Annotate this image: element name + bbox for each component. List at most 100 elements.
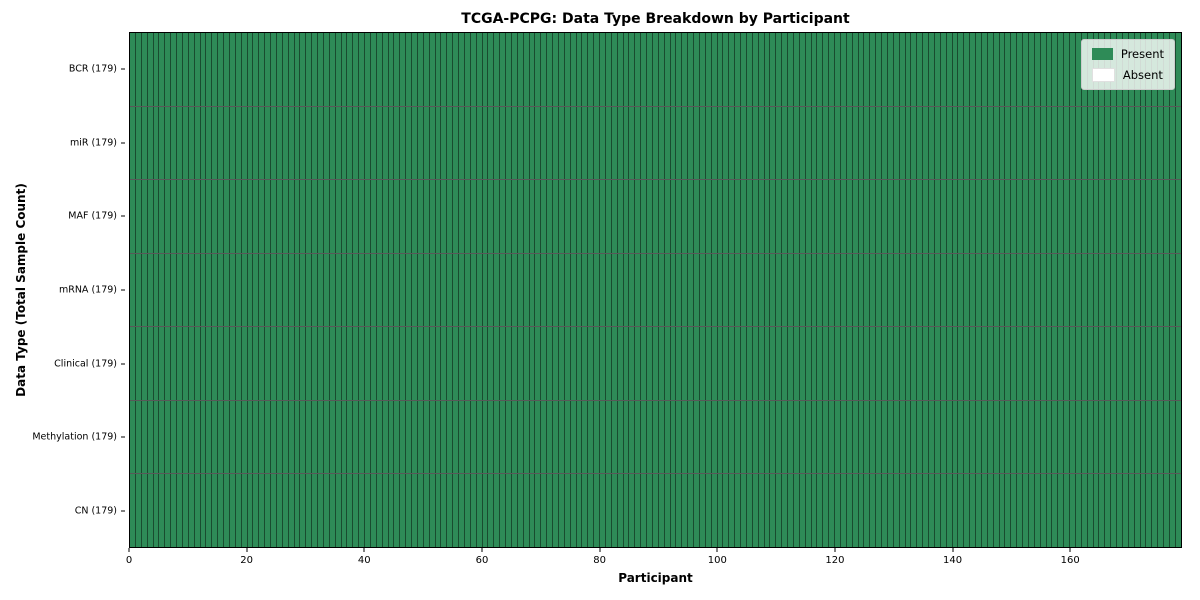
present-cell bbox=[281, 400, 288, 474]
present-cell bbox=[1116, 327, 1122, 400]
present-cell bbox=[563, 180, 570, 253]
present-cell bbox=[610, 327, 617, 400]
present-cell bbox=[839, 180, 846, 253]
present-cell bbox=[458, 474, 464, 548]
present-cell bbox=[839, 106, 846, 180]
present-cell bbox=[181, 180, 188, 253]
present-cell bbox=[910, 400, 917, 474]
present-cell bbox=[769, 33, 776, 106]
present-cell bbox=[886, 180, 893, 253]
present-cell bbox=[487, 400, 494, 474]
present-cell bbox=[428, 253, 435, 327]
present-cell bbox=[939, 33, 946, 106]
present-cell bbox=[922, 474, 928, 548]
present-cell bbox=[381, 106, 388, 180]
present-cell bbox=[787, 253, 793, 327]
present-cell bbox=[886, 474, 893, 548]
present-cell bbox=[557, 106, 564, 180]
present-cell bbox=[945, 474, 952, 548]
present-cell bbox=[358, 474, 364, 548]
present-cell bbox=[634, 474, 641, 548]
present-cell bbox=[875, 474, 881, 548]
present-cell bbox=[698, 400, 705, 474]
present-cell bbox=[751, 400, 758, 474]
present-cell bbox=[164, 106, 171, 180]
present-cell bbox=[1016, 253, 1022, 327]
present-cell bbox=[834, 33, 840, 106]
present-cell bbox=[487, 327, 494, 400]
present-cell bbox=[546, 106, 552, 180]
present-cell bbox=[428, 180, 435, 253]
present-cell bbox=[1080, 474, 1087, 548]
present-cell bbox=[158, 327, 165, 400]
present-cell bbox=[164, 253, 171, 327]
legend-label-absent: Absent bbox=[1122, 68, 1163, 82]
present-cell bbox=[593, 33, 599, 106]
present-cell bbox=[475, 474, 482, 548]
present-cell bbox=[816, 253, 823, 327]
present-cell bbox=[287, 400, 294, 474]
present-cell bbox=[493, 474, 500, 548]
present-cell bbox=[463, 400, 470, 474]
present-cell bbox=[287, 327, 294, 400]
present-cell bbox=[1027, 400, 1034, 474]
present-cell bbox=[839, 400, 846, 474]
present-cell bbox=[264, 180, 270, 253]
present-cell bbox=[904, 180, 911, 253]
present-cell bbox=[287, 106, 294, 180]
present-cell bbox=[569, 106, 576, 180]
present-cell bbox=[839, 253, 846, 327]
present-cell bbox=[481, 33, 488, 106]
present-cell bbox=[963, 327, 970, 400]
present-cell bbox=[587, 474, 594, 548]
present-cell bbox=[164, 33, 171, 106]
present-cell bbox=[804, 180, 811, 253]
present-cell bbox=[1145, 474, 1152, 548]
present-cell bbox=[675, 253, 682, 327]
present-cell bbox=[734, 400, 740, 474]
present-cell bbox=[463, 253, 470, 327]
present-cell bbox=[910, 106, 917, 180]
present-cell bbox=[810, 327, 817, 400]
present-cell bbox=[405, 327, 411, 400]
present-cell bbox=[552, 327, 558, 400]
y-tick-mark bbox=[121, 363, 125, 365]
present-cell bbox=[898, 400, 905, 474]
present-cell bbox=[681, 106, 688, 180]
present-cell bbox=[328, 253, 335, 327]
present-cell bbox=[311, 33, 317, 106]
present-cell bbox=[693, 327, 699, 400]
present-cell bbox=[505, 106, 511, 180]
present-cell bbox=[757, 327, 764, 400]
present-cell bbox=[416, 474, 423, 548]
present-cell bbox=[904, 106, 911, 180]
present-cell bbox=[740, 327, 746, 400]
present-cell bbox=[275, 474, 282, 548]
present-cell bbox=[1086, 253, 1093, 327]
present-cell bbox=[1039, 253, 1046, 327]
present-cell bbox=[369, 33, 376, 106]
present-cell bbox=[317, 106, 323, 180]
present-cell bbox=[287, 180, 294, 253]
present-cell bbox=[499, 253, 505, 327]
present-cell bbox=[804, 400, 811, 474]
chart-title: TCGA-PCPG: Data Type Breakdown by Partic… bbox=[461, 11, 850, 27]
present-cell bbox=[211, 400, 218, 474]
present-cell bbox=[945, 327, 952, 400]
present-cell bbox=[599, 474, 605, 548]
present-cell bbox=[387, 106, 394, 180]
present-cell bbox=[698, 180, 705, 253]
present-cell bbox=[293, 33, 300, 106]
present-cell bbox=[1168, 106, 1175, 180]
present-cell bbox=[1110, 106, 1116, 180]
present-cell bbox=[334, 180, 341, 253]
present-cell bbox=[164, 474, 171, 548]
present-cell bbox=[910, 180, 917, 253]
present-cell bbox=[657, 327, 664, 400]
present-cell bbox=[264, 253, 270, 327]
present-cell bbox=[534, 474, 541, 548]
present-cell bbox=[463, 33, 470, 106]
y-axis-title: Data Type (Total Sample Count) bbox=[14, 183, 28, 397]
present-cell bbox=[1127, 474, 1134, 548]
